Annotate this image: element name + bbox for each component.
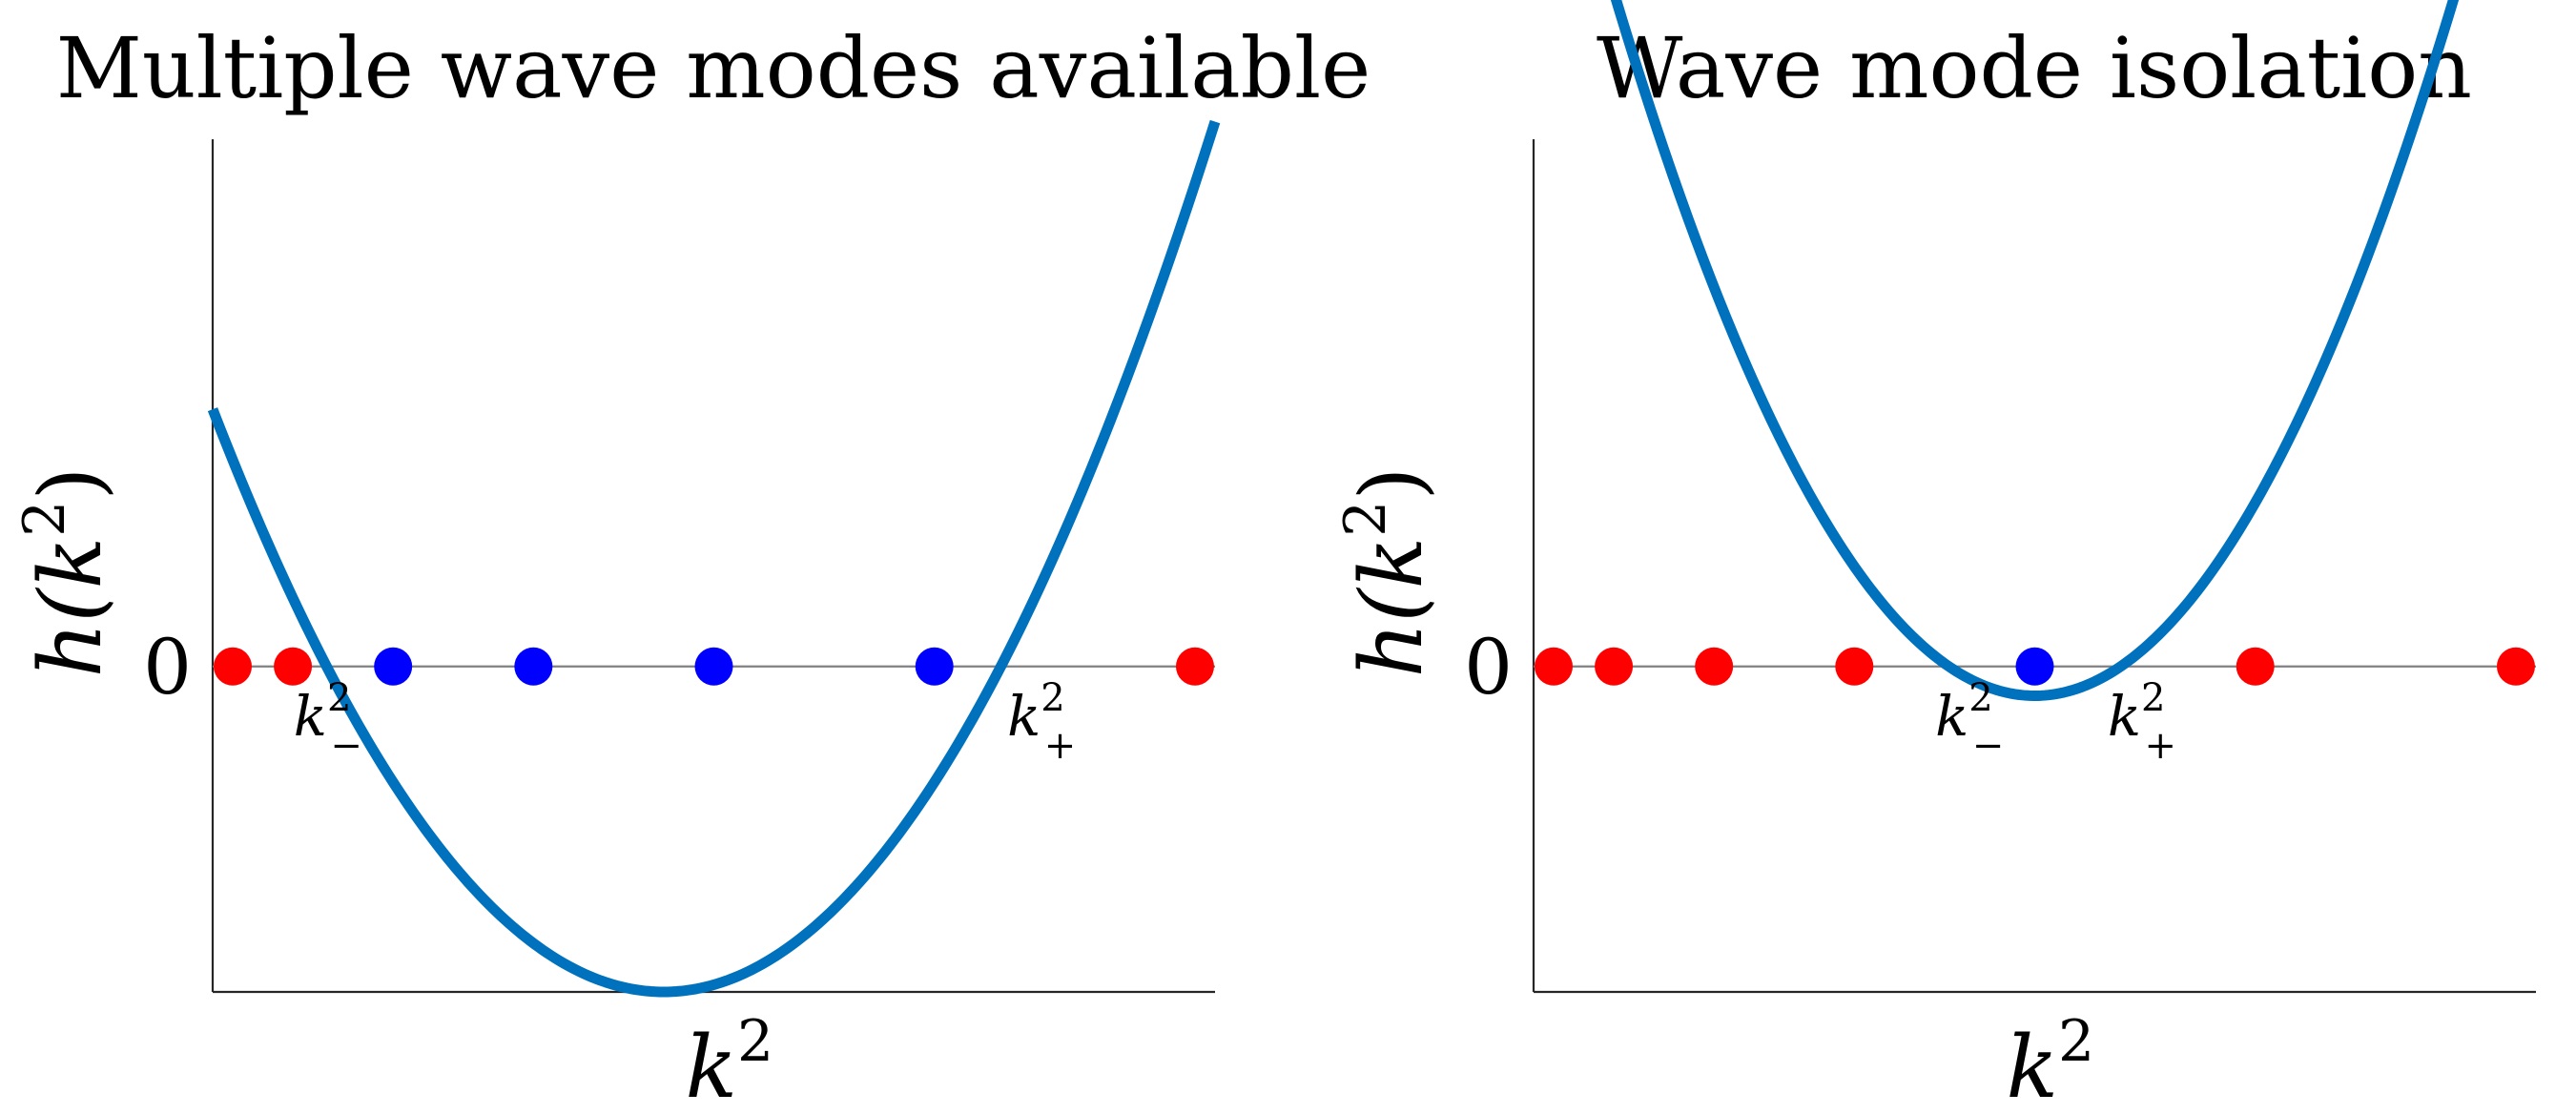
labels-layer: 0 k2− k2 + k2 h(k2) [1332,467,2176,1114]
red-point [1535,647,1574,686]
root-label: k2 + [2108,676,2176,768]
blue-point [514,647,553,686]
red-point [214,647,253,686]
red-point [2496,647,2535,686]
red-point [274,647,313,686]
root-label: k2 + [1007,676,1076,768]
labels-layer: 0 k2− k2 + k2 h(k2) [11,467,1076,1114]
axes [1532,139,2536,994]
blue-point [374,647,413,686]
chart-title: Wave mode isolation [1597,19,2472,117]
y-axis-label: h(k2) [11,467,121,678]
panel-wave-mode-isolation: Wave mode isolation 0 k2− k2 + k2 h(k2) [1332,0,2536,1114]
panel-multiple-wave-modes: Multiple wave modes available 0 k2− k2 + k2 h… [11,19,1370,1114]
x-axis-label: k2 [2007,1008,2095,1114]
series-curve [207,119,1221,998]
root-label: k2− [1935,676,2004,768]
curve-layer [207,119,1221,998]
points-layer [214,647,1214,686]
root-label: k2− [294,676,362,768]
blue-point [2015,647,2054,686]
red-point [2236,647,2275,686]
red-point [1175,647,1214,686]
curve-layer [1610,0,2460,701]
blue-point [915,647,954,686]
axes [211,139,1215,994]
red-point [1695,647,1734,686]
y-axis-label: h(k2) [1332,467,1442,678]
red-point [1835,647,1874,686]
series-curve [1610,0,2460,701]
chart-title: Multiple wave modes available [56,19,1370,117]
blue-point [694,647,733,686]
red-point [1595,647,1634,686]
x-axis-label: k2 [686,1008,774,1114]
y-tick-label: 0 [1464,623,1513,712]
y-tick-label: 0 [143,623,192,712]
points-layer [1535,647,2535,686]
